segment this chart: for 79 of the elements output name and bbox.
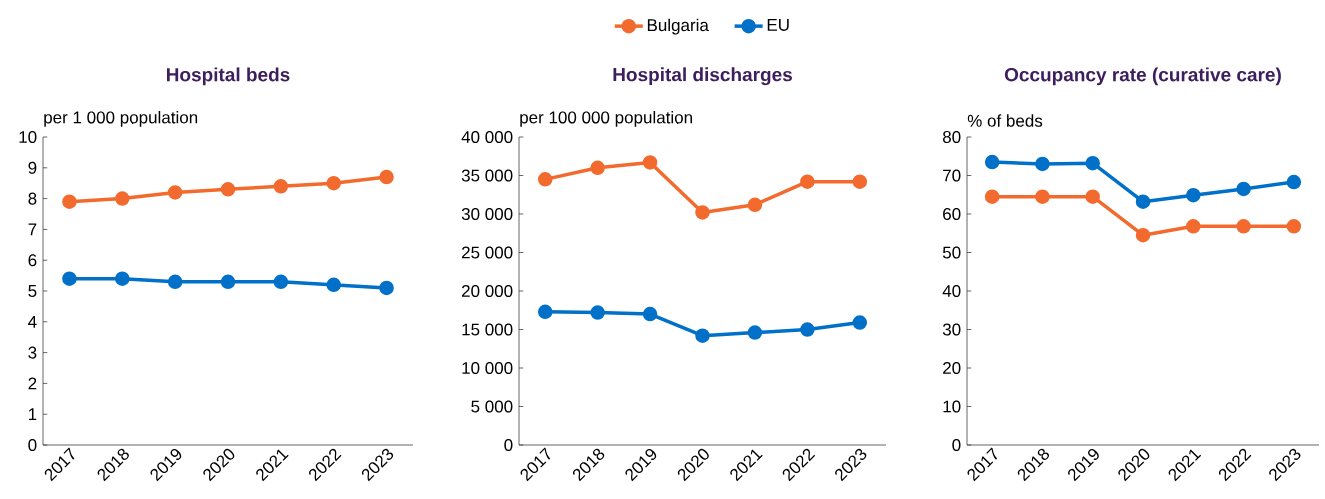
- point: [1286, 219, 1302, 234]
- point: [1135, 227, 1151, 243]
- chart-title: Hospital discharges: [613, 67, 792, 86]
- y-tick-label: 3: [28, 346, 37, 359]
- point: [695, 328, 710, 343]
- y-tick-label: 7: [28, 223, 37, 236]
- point: [1236, 181, 1251, 197]
- point: [642, 306, 658, 322]
- y-tick-label: 40 000: [461, 130, 513, 144]
- point: [115, 191, 130, 206]
- y-axis-title: per 100 000 population: [520, 110, 692, 127]
- chart-title: Hospital beds: [166, 67, 290, 86]
- point: [695, 205, 710, 220]
- point: [984, 154, 1000, 170]
- point: [800, 174, 815, 189]
- point: [590, 160, 605, 176]
- point: [220, 182, 236, 197]
- point: [800, 322, 815, 337]
- y-tick-label: 15 000: [462, 323, 513, 336]
- y-tick-label: 8: [28, 192, 37, 205]
- y-tick-label: 0: [952, 438, 961, 452]
- y-tick-label: 1: [28, 408, 37, 421]
- point: [747, 197, 763, 213]
- point: [1135, 194, 1151, 209]
- y-tick-label: 30 000: [461, 207, 513, 221]
- point: [537, 172, 553, 187]
- legend-label: Bulgaria: [647, 18, 709, 35]
- y-tick-label: 10: [19, 130, 37, 144]
- point: [379, 169, 394, 185]
- point: [1186, 187, 1201, 203]
- point: [537, 304, 553, 320]
- point: [747, 325, 763, 340]
- point: [167, 274, 183, 290]
- point: [1186, 219, 1201, 234]
- y-tick-label: 10 000: [462, 361, 513, 375]
- y-tick-label: 5 000: [471, 400, 513, 413]
- point: [852, 315, 868, 330]
- y-tick-label: 60: [943, 207, 961, 221]
- point: [379, 280, 394, 296]
- y-axis-title: % of beds: [967, 114, 1043, 127]
- y-tick-label: 5: [28, 285, 37, 297]
- point: [273, 274, 289, 290]
- y-tick-label: 50: [942, 246, 961, 259]
- point: [62, 271, 77, 286]
- point: [1236, 219, 1251, 234]
- point: [1035, 156, 1050, 172]
- point: [984, 189, 1000, 204]
- y-tick-label: 20 000: [462, 284, 513, 298]
- point: [62, 194, 77, 209]
- point: [590, 305, 605, 320]
- point: [115, 271, 130, 286]
- chart-title: Occupancy rate (curative care): [1004, 67, 1281, 86]
- point: [167, 185, 183, 200]
- point: [1286, 174, 1302, 190]
- y-tick-label: 30: [942, 323, 961, 336]
- y-tick-label: 4: [28, 315, 37, 328]
- legend-label: EU: [767, 19, 789, 31]
- y-tick-label: 35 000: [461, 169, 513, 182]
- y-tick-label: 20: [943, 361, 961, 375]
- point: [326, 175, 341, 191]
- y-tick-label: 0: [504, 438, 513, 452]
- y-tick-label: 6: [28, 254, 37, 267]
- point: [1035, 189, 1050, 204]
- point: [1085, 155, 1100, 171]
- point: [642, 155, 658, 170]
- y-tick-label: 25 000: [462, 246, 513, 259]
- point: [852, 174, 868, 189]
- point: [273, 179, 289, 194]
- y-tick-label: 70: [943, 169, 961, 182]
- y-axis-title: per 1 000 population: [44, 110, 198, 127]
- y-tick-label: 0: [28, 438, 37, 452]
- point: [1085, 189, 1100, 204]
- y-tick-label: 2: [28, 377, 37, 390]
- point: [326, 277, 341, 293]
- point: [220, 274, 236, 290]
- y-tick-label: 9: [28, 161, 37, 174]
- y-tick-label: 80: [942, 130, 961, 144]
- y-tick-label: 10: [943, 400, 961, 413]
- y-tick-label: 40: [942, 284, 961, 298]
